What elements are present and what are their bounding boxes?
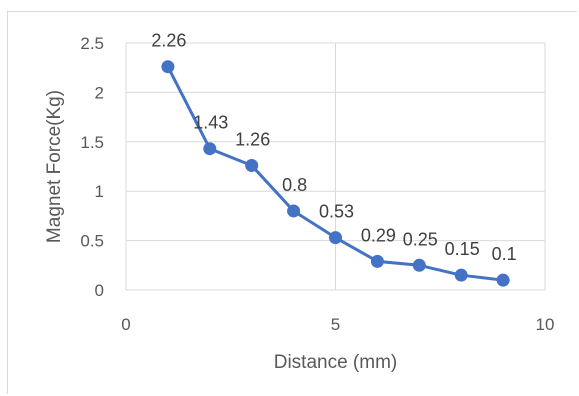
data-label: 0.15: [445, 239, 480, 259]
series: [161, 60, 510, 287]
data-label: 0.1: [492, 244, 517, 264]
data-point: [245, 159, 259, 173]
x-tick-label: 10: [536, 315, 555, 334]
y-tick-label: 1: [95, 182, 104, 201]
data-label: 0.25: [403, 229, 438, 249]
data-point: [412, 258, 426, 272]
data-point: [454, 268, 468, 282]
x-tick-label: 0: [121, 315, 130, 334]
data-label: 1.43: [193, 113, 228, 133]
data-label: 2.26: [151, 31, 186, 51]
data-labels: 2.26 1.43 1.26 0.8 0.53 0.29 0.25 0.15 0.1: [151, 31, 516, 264]
chart-frame: [7, 11, 577, 394]
y-tick-label: 2: [95, 83, 104, 102]
data-label: 0.8: [282, 175, 307, 195]
axes: [125, 43, 545, 291]
data-point: [329, 231, 342, 245]
data-point: [370, 254, 384, 268]
data-point: [203, 142, 217, 156]
data-label: 1.26: [235, 130, 270, 150]
tick-labels: 0 0.5 1 1.5 2 2.5 0 5 10: [80, 34, 554, 334]
y-tick-label: 2.5: [80, 34, 104, 53]
y-tick-label: 1.5: [80, 133, 104, 152]
data-point: [496, 273, 510, 287]
y-axis-title: Magnet Force(Kg): [44, 90, 65, 243]
data-label: 0.53: [319, 202, 354, 222]
x-axis-title: Distance (mm): [274, 352, 398, 373]
data-label: 0.29: [361, 225, 396, 245]
y-tick-label: 0: [95, 281, 104, 300]
gridlines: [126, 42, 546, 290]
y-tick-label: 0.5: [80, 232, 104, 251]
data-point: [287, 204, 301, 218]
x-tick-label: 5: [331, 315, 340, 334]
data-point: [161, 60, 175, 74]
